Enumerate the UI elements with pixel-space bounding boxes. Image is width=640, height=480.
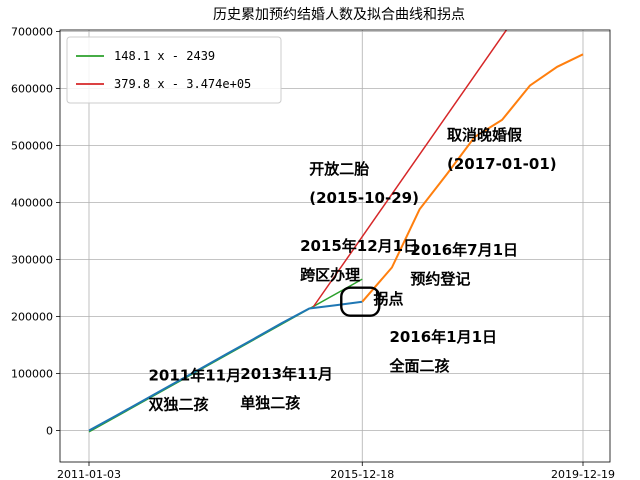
tick-labels: 0 100000 200000 300000 400000 500000 600000 700… bbox=[11, 26, 615, 480]
series-line-data-2 bbox=[88, 300, 363, 432]
x-tick-label: 2015-12-18 bbox=[330, 468, 394, 480]
y-tick-label: 200000 bbox=[11, 311, 53, 324]
legend-label-1: 379.8 x - 3.474e+05 bbox=[114, 77, 251, 91]
annotation-0-line-0: 2011年11月 bbox=[148, 366, 241, 384]
chart-title: 历史累加预约结婚人数及拟合曲线和拐点 bbox=[213, 7, 465, 23]
y-tick-label: 100000 bbox=[11, 368, 53, 381]
axes-frame bbox=[59, 29, 611, 463]
annotation-7-line-0: 取消晚婚假 bbox=[447, 126, 523, 144]
annotation-5-line-1: 全面二孩 bbox=[388, 357, 449, 375]
annotation-6-line-0: 2016年7月1日 bbox=[410, 241, 518, 259]
series-line-data-3 bbox=[361, 53, 584, 303]
y-tick-label: 300000 bbox=[11, 254, 53, 267]
annotation-1-line-1: 单独二孩 bbox=[240, 394, 300, 412]
annotation-6-line-1: 预约登记 bbox=[410, 270, 470, 288]
plot-area bbox=[88, 30, 584, 433]
annotation-3-line-1: (2015-10-29) bbox=[309, 189, 419, 207]
annotation-5-line-0: 2016年1月1日 bbox=[389, 328, 497, 346]
y-tick-label: 700000 bbox=[11, 26, 53, 39]
inflection-marker bbox=[340, 286, 381, 317]
y-tick-label: 400000 bbox=[11, 197, 53, 210]
annotation-1-line-0: 2013年11月 bbox=[240, 365, 333, 383]
annotation-2-line-1: 跨区办理 bbox=[300, 266, 360, 284]
legend-label-0: 148.1 x - 2439 bbox=[114, 49, 215, 63]
annotation-4-line-0: 拐点 bbox=[373, 290, 403, 308]
annotation-3-line-0: 开放二胎 bbox=[309, 160, 369, 178]
y-tick-label: 0 bbox=[46, 425, 53, 438]
axes bbox=[59, 29, 611, 463]
x-tick-label: 2019-12-19 bbox=[551, 468, 615, 480]
y-tick-label: 500000 bbox=[11, 140, 53, 153]
y-tick-label: 600000 bbox=[11, 83, 53, 96]
legend: 148.1 x - 2439 379.8 x - 3.474e+05 bbox=[66, 36, 282, 104]
annotation-7-line-1: (2017-01-01) bbox=[447, 155, 557, 173]
annotation-2-line-0: 2015年12月1日 bbox=[300, 237, 418, 255]
legend-box bbox=[66, 36, 282, 104]
series-line-fit-1 bbox=[312, 30, 508, 308]
x-tick-label: 2011-01-03 bbox=[57, 468, 121, 480]
annotation-0-line-1: 双独二孩 bbox=[148, 395, 208, 413]
